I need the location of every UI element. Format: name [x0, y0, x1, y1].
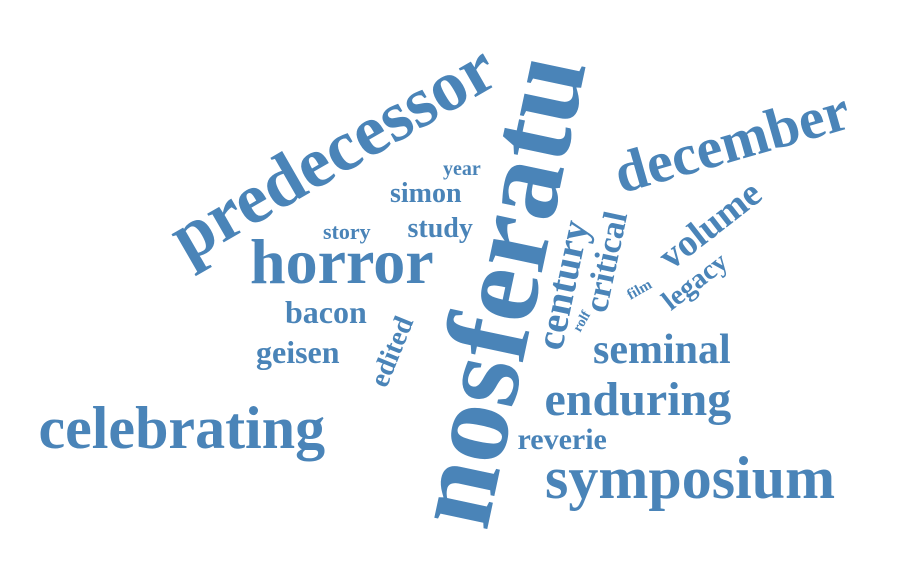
word-story: story	[323, 219, 371, 244]
word-reverie: reverie	[517, 423, 607, 456]
word-geisen: geisen	[256, 334, 340, 370]
word-enduring: enduring	[544, 373, 732, 426]
word-seminal: seminal	[593, 327, 731, 373]
word-bacon: bacon	[285, 294, 367, 330]
word-study: study	[407, 213, 473, 244]
word-year: year	[443, 158, 481, 180]
word-symposium: symposium	[545, 445, 836, 511]
word-film: film	[624, 276, 655, 303]
word-horror: horror	[250, 226, 434, 297]
word-celebrating: celebrating	[38, 395, 326, 461]
word-simon: simon	[390, 178, 462, 209]
